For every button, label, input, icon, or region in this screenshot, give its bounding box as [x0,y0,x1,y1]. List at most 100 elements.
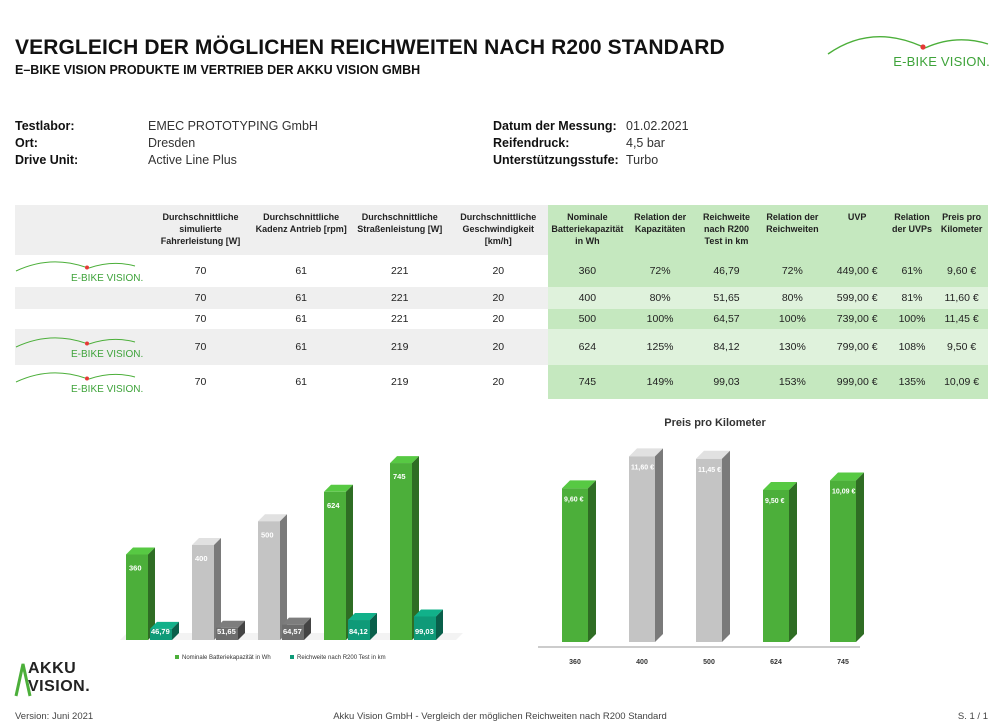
table-cell: 9,50 € [935,329,988,365]
table-cell: 20 [448,287,549,309]
header-relation-kapazitaeten: Relation der Kapazitäten [626,205,694,255]
akku-vision-logo: AKKU VISION. [14,658,94,700]
capacity-bar-label: 624 [327,501,340,510]
range-bar-label: 64,57 [283,627,302,636]
row-logo-cell: E-BIKE VISION. [15,329,150,365]
table-cell: 10,09 € [935,365,988,399]
table-cell: 61 [295,265,308,277]
table-cell: 745 [548,365,627,399]
range-bar [348,613,377,640]
table-cell: 400 [548,287,627,309]
table-cell: 624 [548,329,627,365]
capacity-bar-label: 400 [195,554,208,563]
table-cell: 99,03 [693,365,760,399]
test-info-right: Datum der Messung: 01.02.2021 Reifendruc… [493,119,793,179]
capacity-range-chart: 360 46,79 400 51,65 500 64,57 624 84,12 745 99,03… [120,456,463,661]
price-bar-label: 11,45 € [698,467,721,474]
table-cell: 11,60 € [935,287,988,309]
price-category-label: 500 [703,659,715,666]
legend-label-range: Reichweite nach R200 Test in km [297,655,386,661]
table-cell: 219 [390,376,409,388]
table-cell: 135% [888,365,936,399]
table-cell: 61 [295,313,308,325]
test-info-left: Testlabor: EMEC PROTOTYPING GmbH Ort: Dr… [15,119,475,179]
table-cell: 70 [194,265,207,277]
header-relation-reichweiten: Relation der Reichweiten [759,205,826,255]
range-bar-label: 46,79 [151,627,170,636]
price-category-label: 624 [770,659,782,666]
price-category-label: 400 [636,659,648,666]
table-cell: 219 [351,329,449,365]
table-cell: 51,65 [693,287,760,309]
table-cell: 70 [194,313,207,325]
ort-value: Dresden [148,136,196,150]
range-bar [216,620,245,640]
price-bar-label: 10,09 € [832,489,855,496]
table-row: 70 61 221 20 500 100% 64,57 100% 739,00 €100% 11,… [15,309,988,329]
header-fahrerleistung: Durchschnittliche simulierte Fahrerleist… [149,205,252,255]
footer-version: Version: Juni 2021 [15,711,94,722]
table-cell: 84,12 [693,329,760,365]
table-cell: 799,00 € [825,329,889,365]
table-cell: 61 [251,329,352,365]
price-bar-label: 11,60 € [631,464,654,471]
legend-swatch-range [290,655,294,659]
price-category-label: 360 [569,659,581,666]
testlabor-value: EMEC PROTOTYPING GmbH [148,119,318,133]
price-bar [763,482,797,642]
header-relation-uvps: Relation der UVPs [888,205,936,255]
ebike-vision-row-logo: E-BIKE VISION. [15,257,150,285]
price-bar [562,480,596,642]
range-bar-label: 99,03 [415,627,434,636]
ort-label: Ort: [15,136,38,150]
table-cell: 130% [759,329,826,365]
table-cell: 46,79 [693,255,760,287]
table-cell: 70 [149,329,252,365]
capacity-bar [390,456,419,640]
table-cell: 449,00 € [825,255,889,287]
price-bar-label: 9,50 € [765,498,785,505]
reifendruck-value: 4,5 bar [626,136,665,150]
datum-value: 01.02.2021 [626,119,689,133]
table-cell: 599,00 € [825,287,889,309]
table-cell: 20 [492,313,505,325]
page-subtitle: E–BIKE VISION PRODUKTE IM VERTRIEB DER A… [15,63,421,77]
header-blank [15,205,150,255]
capacity-bar-label: 500 [261,530,274,539]
range-bar-label: 84,12 [349,627,368,636]
ebike-vision-row-logo-text: E-BIKE VISION. [71,273,144,284]
row-logo-cell: E-BIKE VISION. [15,255,150,287]
table-row: E-BIKE VISION. 70 61 221 20 360 72% 46,79 72% 449… [15,255,988,287]
capacity-bar [258,514,287,640]
reifendruck-label: Reifendruck: [493,136,570,150]
range-bar [282,617,311,640]
capacity-bar [324,484,353,640]
capacity-bar [192,538,221,640]
price-bar [696,450,730,642]
testlabor-label: Testlabor: [15,119,75,133]
table-cell: 360 [548,255,627,287]
table-cell: 81% [888,287,936,309]
capacity-bar [126,547,155,640]
table-cell: 999,00 € [825,365,889,399]
price-bar [830,472,864,642]
datum-label: Datum der Messung: [493,119,617,133]
table-cell: 70 [194,376,207,388]
unterstuetzung-label: Unterstützungsstufe: [493,153,619,167]
table-cell: 108% [888,329,936,365]
drive-unit-label: Drive Unit: [15,153,79,167]
table-cell: 70 [149,287,252,309]
price-category-label: 745 [837,659,849,666]
row-logo-cell [15,309,150,329]
table-row: 70 61 221 20 400 80% 51,65 80% 599,00 €81% 11,60 … [15,287,988,309]
akku-vision-logo-line1: AKKU [28,660,77,677]
table-cell: 72% [626,255,694,287]
header-reichweite: Reichweite nach R200 Test in km [693,205,760,255]
ebike-vision-logo: E-BIKE VISION. [826,30,992,72]
table-row: E-BIKE VISION. 70 61 219 20 624 125% 84,12 130% 7… [15,329,988,365]
capacity-bar-label: 745 [393,472,406,481]
ebike-vision-row-logo: E-BIKE VISION. [15,368,150,396]
legend-label-capacity: Nominale Batteriekapazität in Wh [182,655,271,661]
ebike-vision-logo-text: E-BIKE VISION. [893,54,990,69]
header-geschwindigkeit: Durchschnittliche Geschwindigkeit [km/h] [448,205,549,255]
